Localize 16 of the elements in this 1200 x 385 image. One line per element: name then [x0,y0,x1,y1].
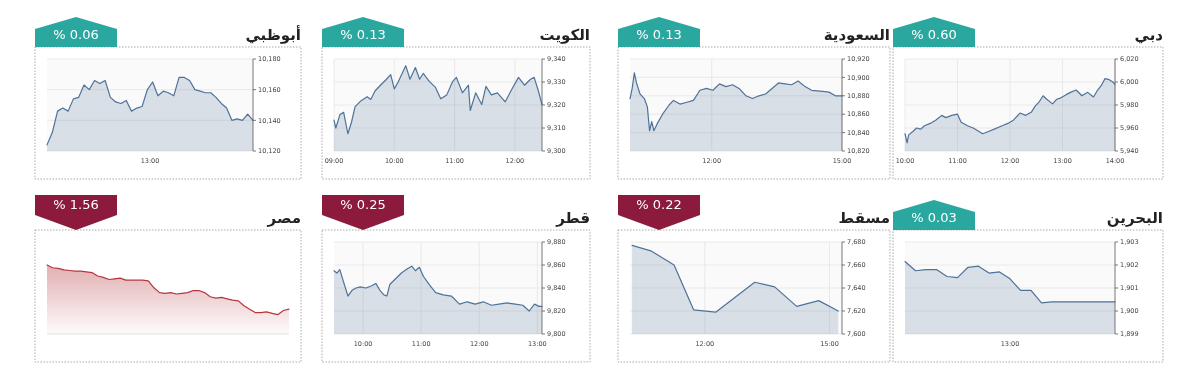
chart-title: مصر [266,209,301,227]
text: % 0.60 [911,27,957,42]
text: دبي [1134,26,1164,44]
text: % 0.22 [636,197,682,212]
chart-title: السعودية [823,26,890,44]
chart-title: مسقط [838,209,890,227]
text: % 1.56 [53,197,99,212]
text: % 0.06 [53,27,99,42]
chart-title: أبوظبي [245,25,301,44]
text: % 0.13 [636,27,682,42]
chart-title: الكويت [539,26,590,44]
text: % 0.25 [340,197,386,212]
chart-title: البحرين [1106,209,1163,227]
text: قطر [555,209,590,227]
text: % 0.13 [340,27,386,42]
text: % 0.03 [911,210,957,225]
